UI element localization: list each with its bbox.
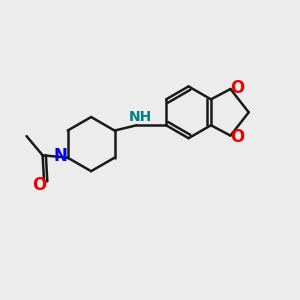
Text: O: O bbox=[230, 79, 244, 97]
Text: O: O bbox=[230, 128, 244, 146]
Text: NH: NH bbox=[129, 110, 152, 124]
Text: N: N bbox=[54, 148, 68, 166]
Text: O: O bbox=[32, 176, 46, 194]
